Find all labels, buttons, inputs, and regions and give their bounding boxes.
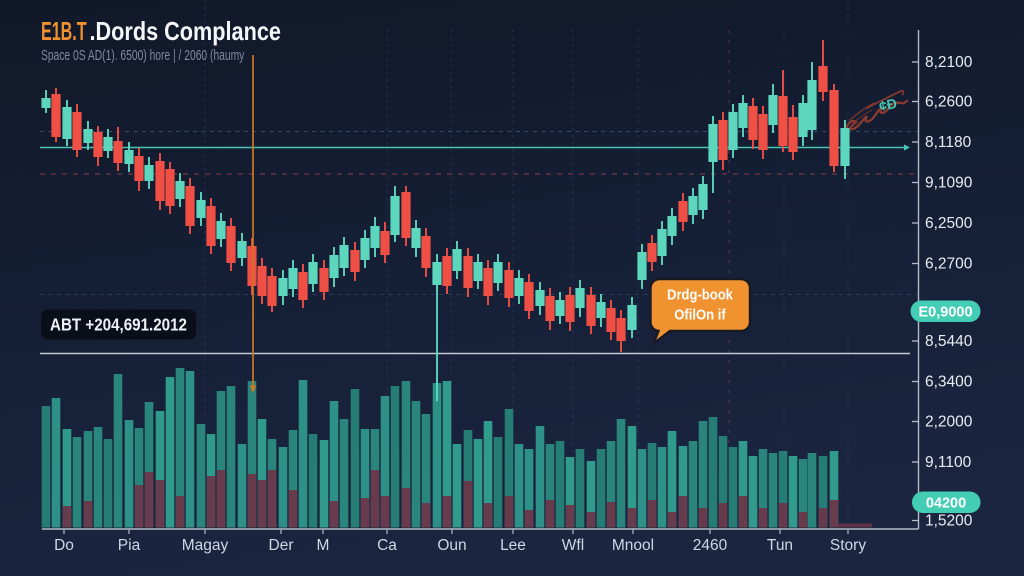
svg-text:8,1180: 8,1180 [925, 134, 972, 151]
svg-text:6,3400: 6,3400 [925, 374, 973, 391]
svg-text:Wfl: Wfl [562, 537, 584, 554]
svg-text:04200: 04200 [926, 496, 966, 512]
svg-text:Do: Do [54, 537, 74, 554]
svg-text:Lee: Lee [500, 537, 526, 554]
svg-text:E1B.T: E1B.T [41, 17, 87, 46]
svg-text:9,1090: 9,1090 [925, 175, 973, 192]
svg-text:Pia: Pia [118, 537, 141, 554]
svg-text:Oun: Oun [437, 537, 466, 554]
svg-text:OfilOn if: OfilOn if [674, 306, 726, 323]
svg-text:6,2600: 6,2600 [925, 94, 973, 111]
svg-text:M: M [317, 537, 330, 554]
svg-text:1,5200: 1,5200 [925, 513, 973, 530]
svg-text:6,2500: 6,2500 [925, 215, 973, 232]
svg-text:Drdg-book: Drdg-book [667, 286, 733, 303]
svg-text:Tun: Tun [767, 537, 793, 554]
svg-text:Space 0S AD(1). 6500) hore | /: Space 0S AD(1). 6500) hore | / 2060 (hau… [41, 47, 245, 63]
svg-text:Ca: Ca [377, 537, 397, 554]
svg-text:2,2000: 2,2000 [925, 414, 973, 431]
svg-text:.Dords Complance: .Dords Complance [90, 18, 281, 46]
svg-text:ABT +204,691.2012: ABT +204,691.2012 [50, 316, 187, 335]
svg-text:8,5440: 8,5440 [925, 333, 973, 350]
svg-text:Magay: Magay [182, 537, 229, 554]
svg-text:9,1100: 9,1100 [925, 454, 972, 471]
svg-text:2460: 2460 [693, 537, 728, 554]
svg-text:Mnool: Mnool [612, 537, 654, 554]
svg-text:6,2700: 6,2700 [925, 256, 973, 273]
svg-text:Story: Story [830, 537, 866, 554]
svg-text:Der: Der [269, 537, 294, 554]
svg-text:8,2100: 8,2100 [925, 54, 973, 71]
svg-text:¢Ð: ¢Ð [878, 95, 898, 114]
svg-text:E0,9000: E0,9000 [918, 305, 972, 321]
